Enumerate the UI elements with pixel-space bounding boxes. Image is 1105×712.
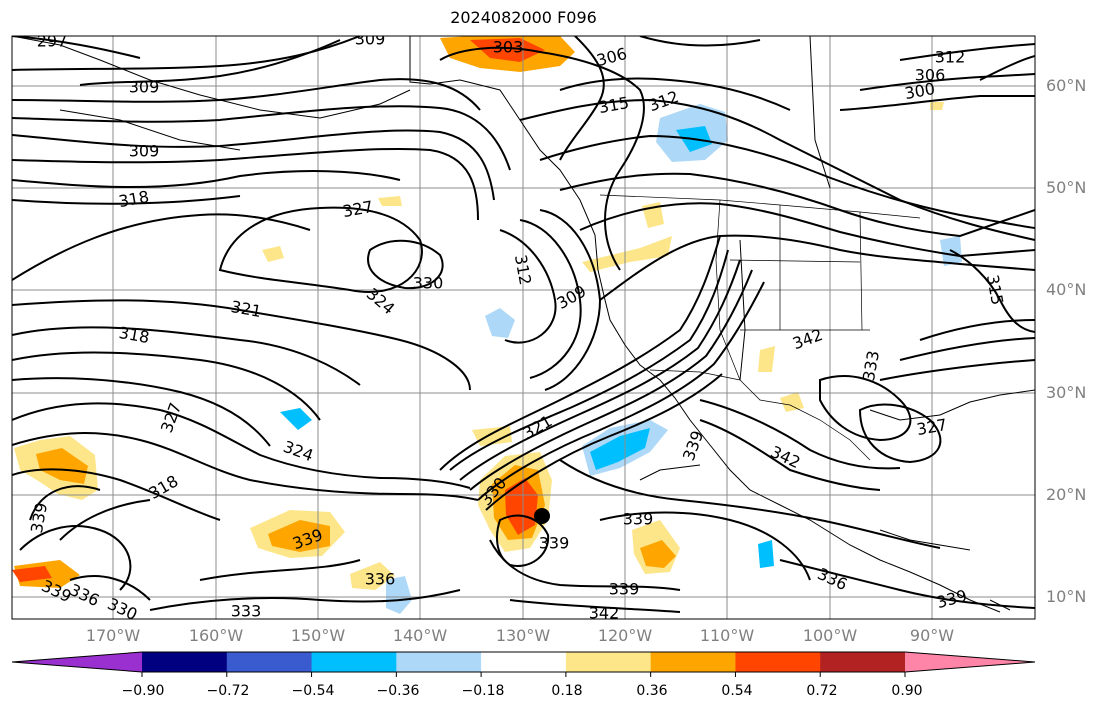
shade-positive-weak — [378, 196, 402, 206]
shade-positive-weak — [350, 562, 395, 590]
shade-positive-weak — [780, 392, 804, 412]
colorbar-segment — [735, 652, 821, 672]
contour-label: 339 — [539, 534, 570, 553]
colorbar-segment — [481, 652, 567, 672]
political-borders — [599, 194, 921, 461]
lon-label-140w: 140°W — [392, 626, 448, 645]
colorbar-tick-label: 0.90 — [891, 683, 923, 699]
colorbar-tick-label: 0.36 — [636, 683, 668, 699]
contour-label: 312 — [935, 48, 966, 67]
colorbar-tick-label: −0.90 — [121, 683, 165, 699]
shade-positive — [268, 520, 330, 552]
shade-strong-positive — [470, 38, 545, 62]
lon-label-100w: 100°W — [802, 626, 858, 645]
contour-label: 336 — [365, 570, 396, 589]
colorbar-extend-min — [12, 652, 142, 672]
lat-label-50n: 50°N — [1046, 178, 1087, 197]
shade-negative — [485, 308, 515, 338]
contour-label: 297 — [37, 32, 68, 51]
lon-label-120w: 120°W — [597, 626, 653, 645]
colorbar-tick-label: −0.18 — [461, 683, 505, 699]
shade-negative-mid — [758, 540, 774, 568]
contour-label: 309 — [355, 30, 386, 49]
colorbar-segment — [565, 652, 652, 672]
lon-label-90w: 90°W — [909, 626, 955, 645]
shade-positive-weak — [930, 102, 944, 110]
shade-negative — [386, 576, 412, 614]
colorbar-tick-label: −0.54 — [291, 683, 335, 699]
theta-contours — [12, 36, 1035, 613]
contour-label: 309 — [129, 78, 160, 97]
lat-label-40n: 40°N — [1046, 280, 1087, 299]
shade-negative-mid — [590, 428, 650, 470]
colorbar-segment — [396, 652, 482, 672]
contour-label: 339 — [623, 510, 654, 529]
shade-positive-weak — [262, 246, 284, 262]
contour-label: 333 — [231, 602, 262, 621]
contour-label: 330 — [413, 274, 444, 293]
contour-label: 309 — [129, 142, 160, 161]
colorbar-segment — [311, 652, 397, 672]
lat-label-60n: 60°N — [1046, 76, 1087, 95]
shade-positive-weak — [472, 426, 512, 446]
colorbar-extend-max — [905, 652, 1035, 672]
colorbar-tick-label: 0.54 — [721, 683, 753, 699]
lon-label-170w: 170°W — [85, 626, 141, 645]
colorbar-segment — [650, 652, 736, 672]
shade-strong-positive — [505, 478, 538, 535]
colorbar-tick-label: 0.72 — [806, 683, 838, 699]
map-title: 2024082000 F096 — [450, 8, 597, 27]
shade-positive — [36, 448, 88, 484]
contour-label: 342 — [589, 604, 620, 623]
lat-label-10n: 10°N — [1046, 587, 1087, 606]
lat-label-30n: 30°N — [1046, 383, 1087, 402]
shade-positive-weak — [758, 346, 775, 372]
shade-negative-mid — [280, 408, 312, 430]
shade-positive-weak — [582, 236, 672, 272]
contour-label: 303 — [493, 38, 524, 57]
colorbar — [11, 651, 1036, 677]
lon-label-110w: 110°W — [699, 626, 755, 645]
lon-label-130w: 130°W — [495, 626, 551, 645]
coastlines — [12, 36, 1035, 613]
colorbar-segment — [142, 652, 228, 672]
contour-label: 306 — [915, 66, 946, 85]
colorbar-segment — [820, 652, 906, 672]
colorbar-tick-label: 0.18 — [551, 683, 583, 699]
shade-positive — [640, 540, 676, 568]
colorbar-tick-label: −0.36 — [376, 683, 420, 699]
colorbar-tick-label: −0.72 — [206, 683, 250, 699]
contour-label: 339 — [609, 580, 640, 599]
lon-label-150w: 150°W — [290, 626, 346, 645]
shade-strong-positive — [12, 566, 52, 582]
map-frame — [11, 35, 1036, 620]
colorbar-segment — [226, 652, 313, 672]
lat-label-20n: 20°N — [1046, 485, 1087, 504]
lon-label-160w: 160°W — [188, 626, 244, 645]
storm-center-marker — [534, 508, 550, 524]
